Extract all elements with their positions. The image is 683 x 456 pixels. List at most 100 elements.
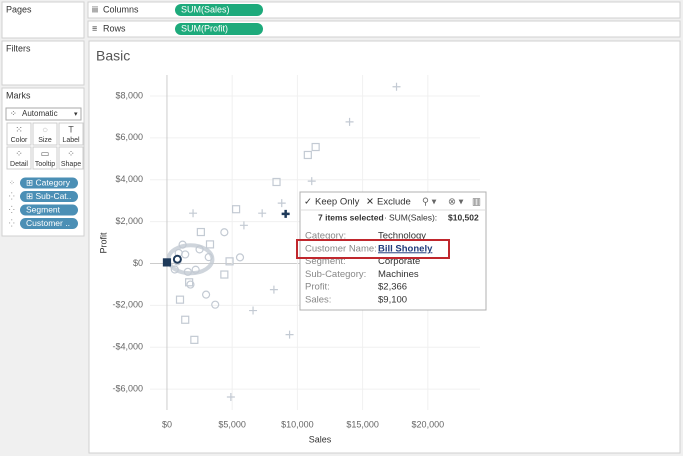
mark-button-label: Size [38,137,52,144]
mark-button[interactable] [6,122,32,146]
mark-type-icon: ⁘ [10,109,17,118]
x-tick-label: $5,000 [218,419,246,429]
square-mark [162,258,172,267]
square-mark [181,315,190,324]
x-tick-label: $20,000 [412,419,445,429]
columns-pill-text: SUM(Sales) [181,4,230,14]
square-mark [196,227,205,237]
mark-button-label: Label [62,137,80,144]
circle-mark [201,290,211,299]
pill-type-icon: ⁛ [9,205,15,214]
square-mark [220,270,229,279]
mark-button[interactable] [58,122,84,146]
square-mark [272,177,281,187]
field-value: $9,100 [378,295,407,306]
mark-button-icon: ▭ [41,148,50,158]
rows-pill[interactable] [175,23,263,35]
plus-mark [281,209,290,218]
field-label: Sales: [305,295,331,306]
field-label: Profit: [305,282,330,293]
mark-pills: ⁘ ⊞ Category ⁛ ⊞ Sub-Cat.. ⁛ Segment ⁛ Customer… [9,177,78,229]
y-tick-label: $6,000 [115,132,143,142]
mark-button-label: Tooltip [35,161,55,168]
plus-mark [269,285,278,294]
y-tick-label: -$2,000 [112,300,143,310]
field-label: Category: [305,231,346,242]
mark-button[interactable] [32,122,58,146]
plus-mark [307,177,316,186]
rows-label: Rows [103,23,126,33]
pill-type-icon: ⁘ [9,180,15,187]
square-mark [225,257,234,266]
mark-button-icon: T [68,124,74,134]
mark-type-text: Automatic [22,109,58,118]
plus-mark [345,117,354,126]
circle-mark [191,265,200,274]
dimension-pill[interactable] [20,177,78,189]
circle-mark [178,240,187,249]
mark-button[interactable] [6,146,32,170]
dimension-pill[interactable] [20,204,78,216]
pill-text: Segment [26,204,61,214]
columns-pill[interactable] [175,4,263,16]
x-tick-label: $0 [162,419,172,429]
square-mark [190,335,199,344]
circle-mark [172,254,182,264]
pill-text: ⊞ Category [26,177,71,187]
dimension-pill[interactable] [20,191,78,202]
pages-title: Pages [6,4,32,14]
y-tick-label: -$6,000 [112,383,143,393]
circle-mark [204,253,213,262]
y-tick-label: $8,000 [115,90,143,100]
circle-mark [170,265,179,274]
pill-type-icon: ⁛ [9,218,15,227]
plus-mark [189,209,198,218]
sets-icon[interactable]: ⊗ ▾ [448,197,464,208]
sum-value: $10,502 [448,212,479,222]
x-tick-label: $15,000 [346,419,379,429]
mark-buttons: ⁙ Color ◌ Size T Label ⁘ Detail ▭ Tooltip ⁘ Shape [6,122,84,170]
exclude-icon: ✕ [366,197,374,208]
field-value[interactable]: Technology [378,231,426,242]
field-label: Customer Name: [305,243,377,254]
plus-mark [239,221,248,230]
pill-type-icon: ⁛ [9,191,15,200]
exclude[interactable]: Exclude [377,197,411,208]
filters-title: Filters [6,43,31,53]
plus-mark [249,306,258,315]
sum-label: SUM(Sales): [389,212,437,222]
pill-text: ⊞ Sub-Cat.. [26,191,71,201]
columns-label: Columns [103,4,139,14]
mark-button[interactable] [32,146,58,170]
mark-button[interactable] [58,146,84,170]
field-label: Segment: [305,256,346,267]
mark-button-icon: ⁘ [15,148,23,158]
plus-mark [392,82,401,91]
group-icon[interactable]: ⚲ ▾ [422,197,437,208]
field-value: Corporate [378,256,420,267]
field-value[interactable]: Bill Shonely [378,243,433,254]
square-mark [175,295,185,304]
mark-type-dropdown[interactable] [5,107,82,121]
y-axis-label: Profit [98,232,108,254]
circle-mark [211,300,220,309]
field-value: $2,366 [378,282,407,293]
x-axis-label: Sales [309,434,332,444]
y-tick-label: $0 [133,258,143,268]
tooltip: ✓ Keep Only ✕ Exclude ⚲ ▾ ⊗ ▾ ▥ 7 items … [296,191,487,311]
field-label: Sub-Category: [305,269,366,280]
keep-only[interactable]: Keep Only [315,197,360,208]
filters-card[interactable] [1,40,85,86]
tooltip-box [299,191,487,311]
rows-pill-text: SUM(Profit) [181,23,228,33]
keep-only-icon: ✓ [304,197,312,208]
view-data-icon[interactable]: ▥ [472,197,481,208]
circle-mark [220,228,229,237]
mark-button-label: Detail [10,161,28,168]
marks-title: Marks [6,90,31,100]
pages-card[interactable] [1,1,85,39]
dimension-pill[interactable] [20,218,78,229]
y-tick-label: -$4,000 [112,342,143,352]
plus-mark [226,393,235,402]
y-tick-label: $4,000 [115,174,143,184]
